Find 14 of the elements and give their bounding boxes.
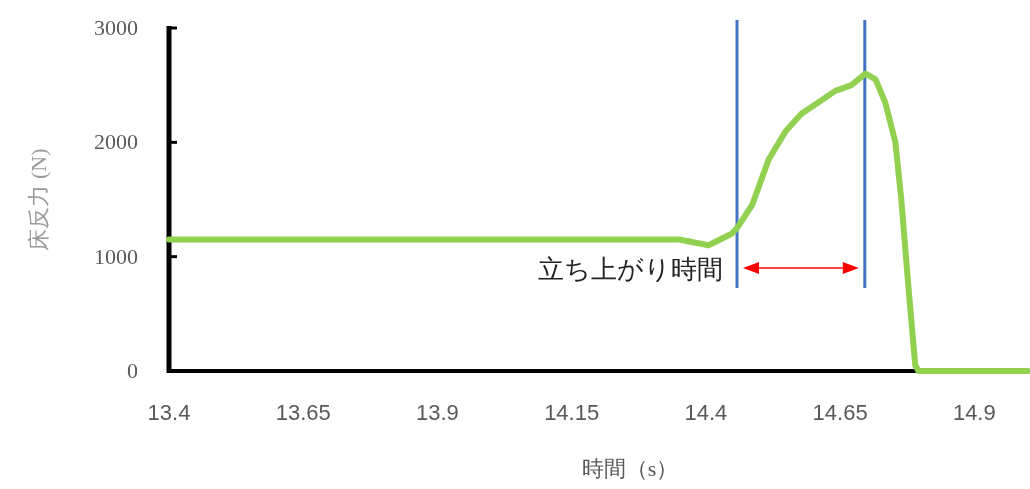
x-tick-label: 14.9 (952, 400, 996, 425)
y-tick-label: 3000 (94, 15, 138, 40)
x-tick-label: 14.4 (684, 400, 728, 425)
y-axis-title: 床反力 (N) (26, 148, 51, 251)
y-tick-label: 1000 (94, 243, 138, 269)
y-tick-label: 2000 (94, 129, 138, 155)
x-axis-title: 時間（s） (581, 456, 679, 481)
y-tick-label: 0 (127, 358, 138, 383)
x-tick-label: 14.65 (812, 400, 868, 425)
x-tick-label: 13.9 (416, 400, 459, 425)
x-tick-label: 13.4 (147, 400, 191, 425)
annotation: 立ち上がり時間 (538, 255, 724, 285)
x-tick-label: 13.65 (275, 400, 331, 425)
x-tick-label: 14.15 (544, 400, 600, 425)
